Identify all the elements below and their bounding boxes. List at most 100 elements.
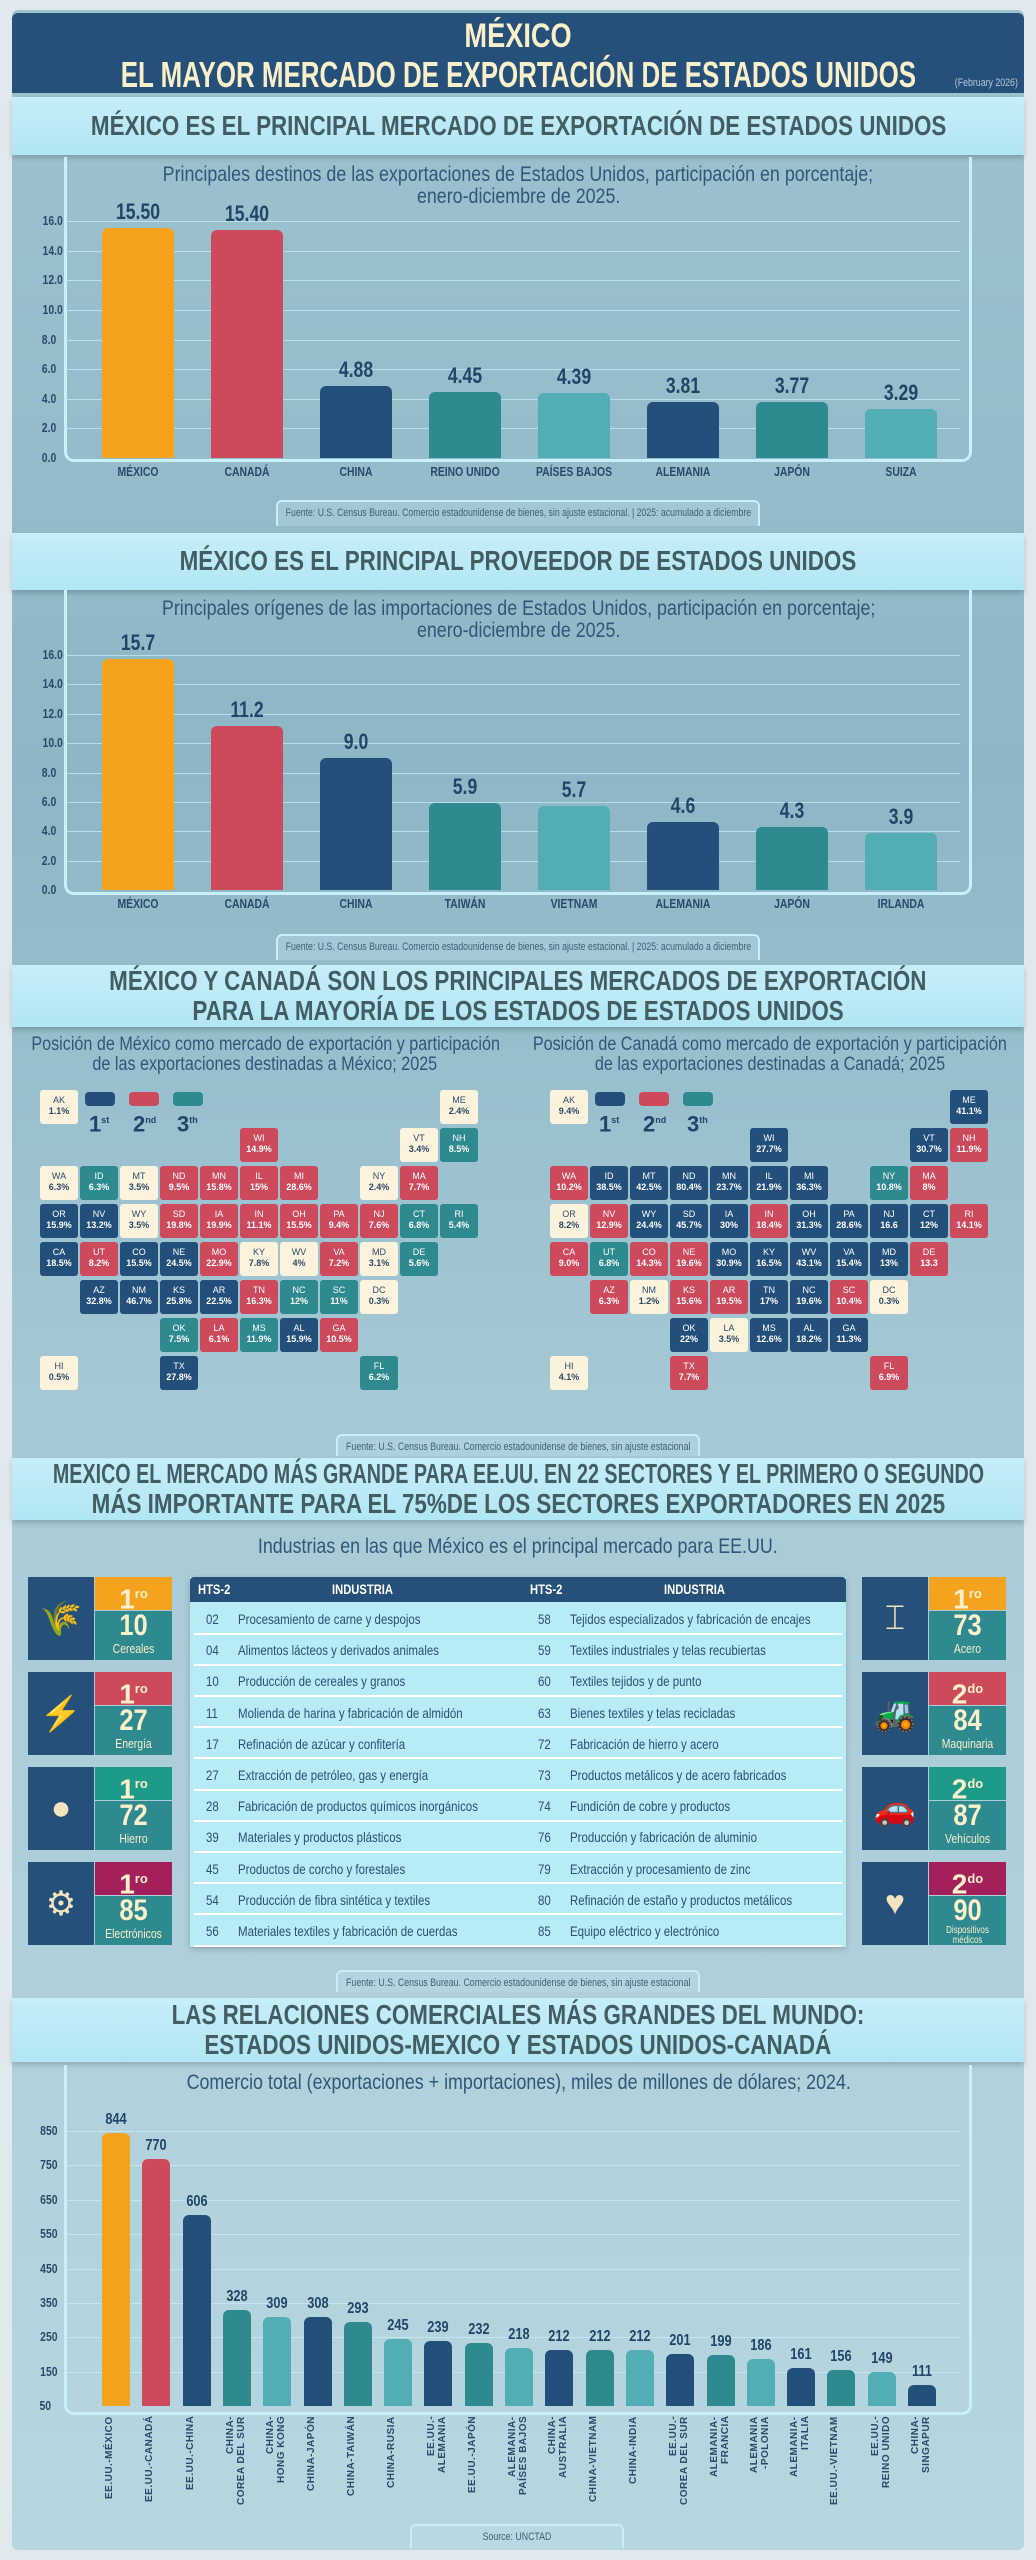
hts-code: 56 bbox=[206, 1923, 219, 1939]
state-code: WI bbox=[763, 1133, 775, 1143]
state-tile-wy: WY 24.4% bbox=[630, 1204, 668, 1238]
state-share: 14.9% bbox=[246, 1144, 272, 1154]
header-row-2: EL MAYOR MERCADO DE EXPORTACIÓN DE ESTAD… bbox=[12, 56, 1024, 94]
state-code: NJ bbox=[373, 1209, 385, 1219]
y-tick-label: 8.0 bbox=[41, 764, 57, 780]
hts-code: 85 bbox=[538, 1923, 551, 1939]
state-tile-me: ME 2.4% bbox=[440, 1090, 478, 1124]
energy-cycle-icon: ⚡ bbox=[28, 1672, 94, 1755]
map-mexico: AK 1.1% ME 2.4% WI 14.9% VT 3.4% NH 8.5% WA 6.3% ID 6… bbox=[40, 1090, 480, 1410]
table-header: HTS-2 INDUSTRIA HTS-2 INDUSTRIA bbox=[190, 1577, 846, 1602]
state-share: 32.8% bbox=[86, 1296, 112, 1306]
section5-title-band: LAS RELACIONES COMERCIALES MÁS GRANDES D… bbox=[12, 1998, 1024, 2062]
chart2-frame bbox=[64, 590, 972, 895]
y-tick-label: 6.0 bbox=[41, 361, 57, 377]
state-code: KS bbox=[172, 1285, 185, 1295]
excavator-icon: 🚜 bbox=[862, 1672, 928, 1755]
state-share: 13% bbox=[879, 1258, 898, 1268]
y-tick-label: 14.0 bbox=[42, 676, 63, 692]
bar-0 bbox=[102, 228, 174, 458]
map-canada: AK 9.4% ME 41.1% WI 27.7% VT 30.7% NH 11.9% WA 10.2… bbox=[550, 1090, 990, 1410]
value-label: 199 bbox=[709, 2332, 732, 2350]
gridline bbox=[66, 743, 960, 745]
chart1-frame bbox=[64, 157, 972, 462]
section3-source-text: Fuente: U.S. Census Bureau. Comercio est… bbox=[346, 1441, 691, 1453]
bar-1 bbox=[211, 725, 283, 890]
category-label: ALEMANIA- ITALIA bbox=[789, 2416, 812, 2477]
state-share: 22.9% bbox=[206, 1258, 232, 1268]
gridline bbox=[66, 2268, 960, 2270]
state-share: 7.7% bbox=[678, 1372, 700, 1382]
rank-suffix: do bbox=[967, 1871, 984, 1886]
bar-5 bbox=[647, 401, 719, 458]
chart3-frame bbox=[64, 2065, 972, 2415]
sector-code: 10 bbox=[119, 1609, 148, 1642]
value-label: 15.40 bbox=[224, 200, 270, 226]
sector-code-box: 84 Maquinaria bbox=[929, 1706, 1006, 1755]
state-share: 11% bbox=[330, 1296, 348, 1306]
state-code: CO bbox=[642, 1247, 656, 1257]
table-row: 56 Materiales textiles y fabricación de c… bbox=[194, 1916, 842, 1947]
state-code: KY bbox=[252, 1247, 265, 1257]
state-share: 5.4% bbox=[448, 1220, 470, 1230]
industry-name: Refinación de azúcar y confitería bbox=[238, 1735, 406, 1752]
state-code: NY bbox=[372, 1171, 386, 1181]
state-share: 11.3% bbox=[836, 1334, 862, 1344]
category-label: MÉXICO bbox=[117, 896, 159, 911]
gridline bbox=[66, 369, 960, 371]
state-share: 18.5% bbox=[46, 1258, 72, 1268]
state-code: WY bbox=[641, 1209, 657, 1219]
state-tile-oh: OH 15.5% bbox=[280, 1204, 318, 1238]
state-tile-il: IL 15% bbox=[240, 1166, 278, 1200]
value-label: 15.7 bbox=[120, 630, 156, 656]
state-share: 42.5% bbox=[636, 1182, 662, 1192]
state-tile-wa: WA 6.3% bbox=[40, 1166, 78, 1200]
chart3-title: Comercio total (exportaciones + importac… bbox=[186, 2071, 851, 2094]
table-row: 45 Productos de corcho y forestales 79 Extr… bbox=[194, 1854, 842, 1885]
value-label: 245 bbox=[387, 2316, 409, 2334]
category-label: REINO UNIDO bbox=[430, 464, 500, 479]
industry-name: Producción de fibra sintética y textiles bbox=[238, 1891, 431, 1908]
state-share: 9.4% bbox=[328, 1220, 350, 1230]
sector-code: 73 bbox=[953, 1609, 982, 1642]
legend-label-3: 3th bbox=[687, 1108, 708, 1136]
state-tile-md: MD 3.1% bbox=[360, 1242, 398, 1276]
rank-suffix: ro bbox=[968, 1586, 982, 1601]
state-tile-sd: SD 19.8% bbox=[160, 1204, 198, 1238]
section5-title-line2: ESTADOS UNIDOS-MEXICO Y ESTADOS UNIDOS-C… bbox=[204, 2029, 832, 2060]
industry-name: Materiales textiles y fabricación de cue… bbox=[238, 1923, 458, 1939]
value-label: 239 bbox=[427, 2319, 450, 2337]
state-code: MT bbox=[642, 1171, 656, 1181]
state-share: 0.5% bbox=[48, 1372, 70, 1382]
state-share: 8.2% bbox=[558, 1220, 580, 1230]
state-code: AZ bbox=[93, 1285, 105, 1295]
section4-title-line1: MEXICO EL MERCADO MÁS GRANDE PARA EE.UU.… bbox=[52, 1458, 984, 1489]
category-label: EE.UU.-VIETNAM bbox=[829, 2416, 841, 2505]
bar-17 bbox=[787, 2367, 816, 2406]
state-code: NJ bbox=[883, 1209, 895, 1219]
state-share: 31.3% bbox=[796, 1220, 822, 1230]
state-tile-al: AL 18.2% bbox=[790, 1318, 828, 1352]
state-code: DE bbox=[412, 1247, 426, 1257]
section1-title: MÉXICO ES EL PRINCIPAL MERCADO DE EXPORT… bbox=[90, 110, 946, 141]
state-share: 17% bbox=[759, 1296, 778, 1306]
gridline bbox=[66, 2337, 960, 2339]
bar-4 bbox=[263, 2316, 292, 2406]
state-share: 5.6% bbox=[408, 1258, 430, 1268]
state-code: NE bbox=[172, 1247, 186, 1257]
bar-7 bbox=[384, 2338, 413, 2406]
state-share: 30.9% bbox=[716, 1258, 742, 1268]
state-tile-dc: DC 0.3% bbox=[360, 1280, 398, 1314]
state-code: WA bbox=[561, 1171, 577, 1181]
value-label: 293 bbox=[347, 2300, 369, 2318]
state-tile-nj: NJ 7.6% bbox=[360, 1204, 398, 1238]
y-tick-label: 2.0 bbox=[41, 852, 57, 868]
legend-rank: 3 bbox=[687, 1111, 700, 1137]
gridline bbox=[66, 428, 960, 430]
state-code: TX bbox=[173, 1361, 185, 1371]
bar-5 bbox=[303, 2317, 332, 2406]
state-code: KS bbox=[682, 1285, 695, 1295]
state-share: 8.2% bbox=[88, 1258, 110, 1268]
state-share: 14.3% bbox=[636, 1258, 662, 1268]
value-label: 4.39 bbox=[556, 363, 592, 389]
